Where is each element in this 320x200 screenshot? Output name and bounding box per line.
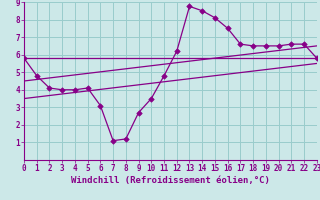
X-axis label: Windchill (Refroidissement éolien,°C): Windchill (Refroidissement éolien,°C) [71, 176, 270, 185]
